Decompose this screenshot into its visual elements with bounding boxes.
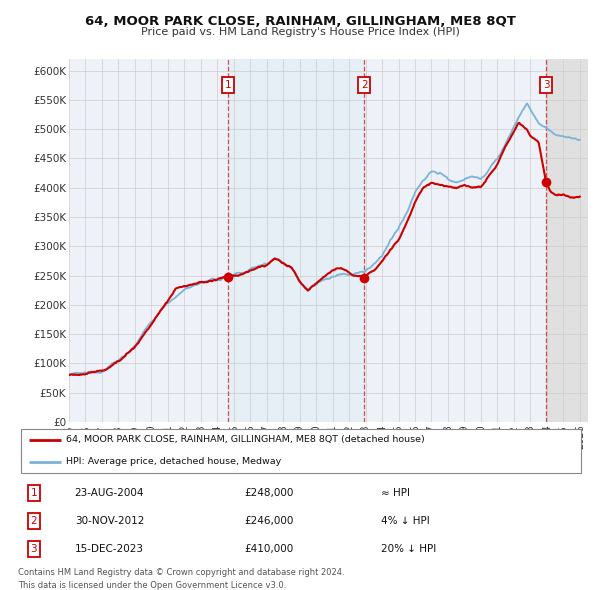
Text: 4% ↓ HPI: 4% ↓ HPI (381, 516, 430, 526)
Bar (228, 59, 364, 422)
FancyBboxPatch shape (21, 428, 581, 473)
Text: £246,000: £246,000 (245, 516, 294, 526)
Text: 23-AUG-2004: 23-AUG-2004 (75, 489, 144, 499)
Text: 64, MOOR PARK CLOSE, RAINHAM, GILLINGHAM, ME8 8QT: 64, MOOR PARK CLOSE, RAINHAM, GILLINGHAM… (85, 15, 515, 28)
Bar (546, 59, 588, 422)
Text: 1: 1 (31, 489, 37, 499)
Text: 2: 2 (361, 80, 368, 90)
Text: ≈ HPI: ≈ HPI (381, 489, 410, 499)
Text: HPI: Average price, detached house, Medway: HPI: Average price, detached house, Medw… (66, 457, 281, 466)
Text: £248,000: £248,000 (245, 489, 294, 499)
Bar (546, 59, 588, 422)
Text: 30-NOV-2012: 30-NOV-2012 (75, 516, 144, 526)
Text: Contains HM Land Registry data © Crown copyright and database right 2024.
This d: Contains HM Land Registry data © Crown c… (18, 568, 344, 590)
Text: £410,000: £410,000 (245, 544, 294, 554)
Text: 64, MOOR PARK CLOSE, RAINHAM, GILLINGHAM, ME8 8QT (detached house): 64, MOOR PARK CLOSE, RAINHAM, GILLINGHAM… (66, 435, 425, 444)
Text: 3: 3 (31, 544, 37, 554)
Text: 3: 3 (543, 80, 550, 90)
Text: 2: 2 (31, 516, 37, 526)
Text: 1: 1 (224, 80, 231, 90)
Text: 20% ↓ HPI: 20% ↓ HPI (381, 544, 436, 554)
Text: 15-DEC-2023: 15-DEC-2023 (75, 544, 144, 554)
Text: Price paid vs. HM Land Registry's House Price Index (HPI): Price paid vs. HM Land Registry's House … (140, 27, 460, 37)
